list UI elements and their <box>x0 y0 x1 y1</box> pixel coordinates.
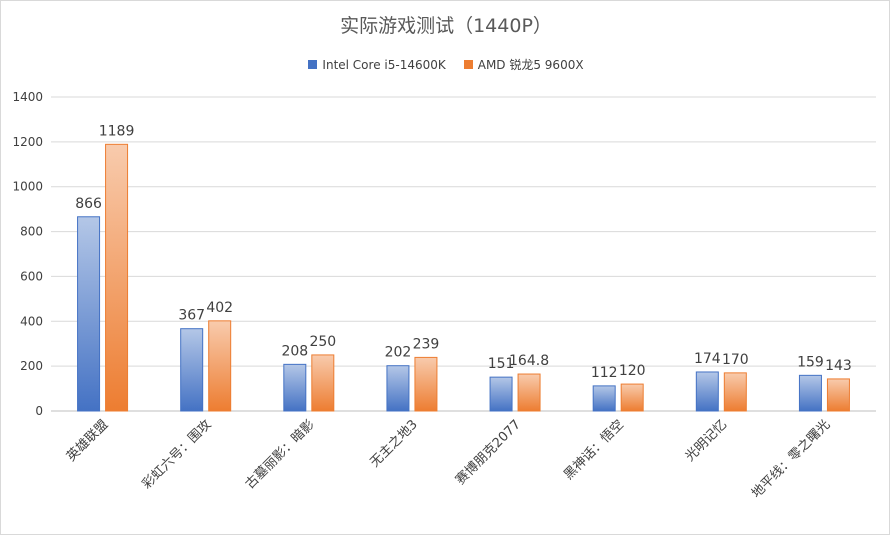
legend-label-amd: AMD 锐龙5 9600X <box>477 58 584 72</box>
legend: Intel Core i5-14600K AMD 锐龙5 9600X <box>1 56 890 73</box>
legend-swatch-intel <box>308 60 318 69</box>
legend-label-intel: Intel Core i5-14600K <box>322 57 446 72</box>
y-tick-label: 1200 <box>12 135 43 149</box>
bar-amd <box>723 372 747 412</box>
y-tick-label: 600 <box>20 269 43 283</box>
x-category-label: 英雄联盟 <box>64 417 111 464</box>
bar-intel <box>592 385 616 412</box>
legend-item-amd: AMD 锐龙5 9600X <box>463 56 584 73</box>
x-category-label: 地平线：零之曙光 <box>749 417 833 501</box>
data-label: 866 <box>75 196 102 212</box>
data-label: 208 <box>281 343 308 359</box>
x-category-label: 无主之地3 <box>368 417 421 470</box>
data-label: 202 <box>385 345 412 361</box>
y-axis-ticks: 0 200 400 600 800 1000 1200 1400 <box>12 90 43 418</box>
bar-intel <box>695 371 719 412</box>
gridlines <box>51 96 876 412</box>
data-label: 151 <box>488 356 515 372</box>
bar-intel <box>77 216 101 412</box>
bar-intel <box>798 374 822 412</box>
x-category-label: 古墓丽影：暗影 <box>243 417 318 492</box>
data-label: 174 <box>694 351 721 367</box>
y-tick-label: 800 <box>20 225 43 239</box>
x-category-label: 彩虹六号：围攻 <box>140 417 215 492</box>
bar-amd <box>105 143 129 412</box>
data-label: 143 <box>825 358 852 374</box>
data-label: 164.8 <box>509 353 549 369</box>
x-category-label: 黑神话：悟空 <box>561 417 627 483</box>
data-label: 367 <box>178 308 205 324</box>
bar-amd <box>826 378 850 412</box>
data-label: 239 <box>413 336 440 352</box>
data-label: 159 <box>797 354 824 370</box>
bar-amd <box>311 354 335 412</box>
chart-title: 实际游戏测试（1440P） <box>340 15 552 37</box>
y-tick-label: 1000 <box>12 180 43 194</box>
data-label: 112 <box>591 365 618 381</box>
bar-intel <box>283 363 307 412</box>
legend-item-intel: Intel Core i5-14600K <box>308 56 446 73</box>
y-tick-label: 400 <box>20 314 43 328</box>
category-labels: 英雄联盟 彩虹六号：围攻 古墓丽影：暗影 无主之地3 赛博朋克2077 黑神话：悟空 光明记… <box>64 417 833 502</box>
data-label: 120 <box>619 363 646 379</box>
bar-intel <box>489 376 513 412</box>
x-category-label: 赛博朋克2077 <box>452 417 523 488</box>
data-label: 1189 <box>99 123 135 139</box>
legend-swatch-amd <box>463 60 473 69</box>
y-tick-label: 1400 <box>12 90 43 104</box>
bar-amd <box>208 320 232 412</box>
y-tick-label: 0 <box>35 404 43 418</box>
y-tick-label: 200 <box>20 359 43 373</box>
bar-intel <box>180 328 204 412</box>
data-label: 170 <box>722 352 749 368</box>
bar-amd <box>517 373 541 412</box>
bar-intel <box>386 365 410 412</box>
bar-amd <box>620 383 644 412</box>
data-label: 402 <box>206 300 233 316</box>
bars <box>77 143 850 412</box>
data-label: 250 <box>309 334 336 350</box>
x-category-label: 光明记忆 <box>682 417 730 465</box>
bar-amd <box>414 356 438 412</box>
